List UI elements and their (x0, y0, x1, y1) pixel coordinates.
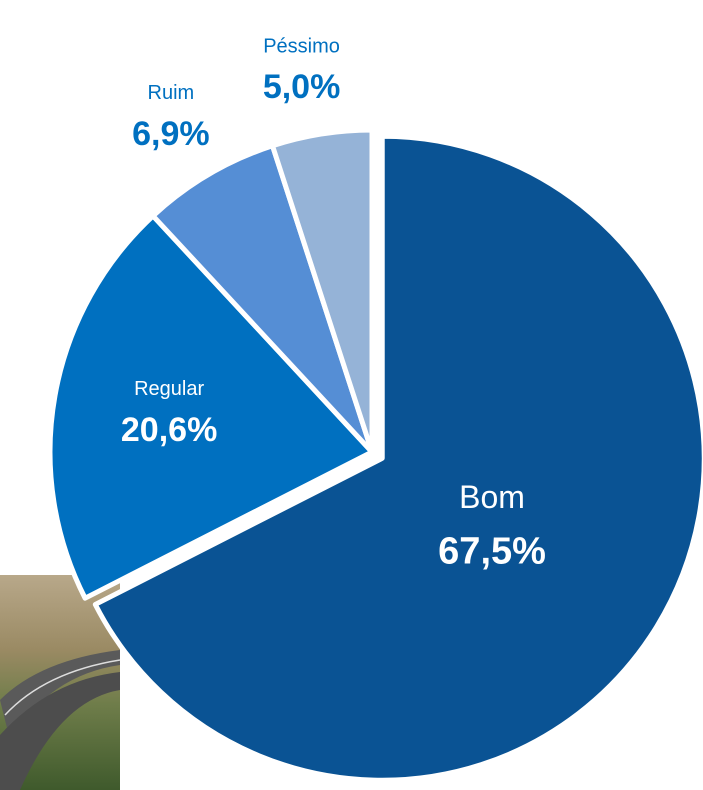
slice-value: 5,0% (263, 68, 341, 106)
slice-value: 67,5% (438, 531, 546, 573)
pie-slice (92, 133, 703, 783)
slice-name: Regular (134, 378, 204, 400)
pie-slice (47, 213, 375, 601)
slice-name: Péssimo (263, 35, 340, 57)
slice-value: 20,6% (121, 411, 217, 449)
slice-value: 6,9% (132, 115, 210, 153)
slice-name: Bom (459, 479, 525, 515)
slice-name: Ruim (148, 82, 195, 104)
pie-slice (269, 127, 375, 455)
pie-slice (150, 143, 375, 455)
